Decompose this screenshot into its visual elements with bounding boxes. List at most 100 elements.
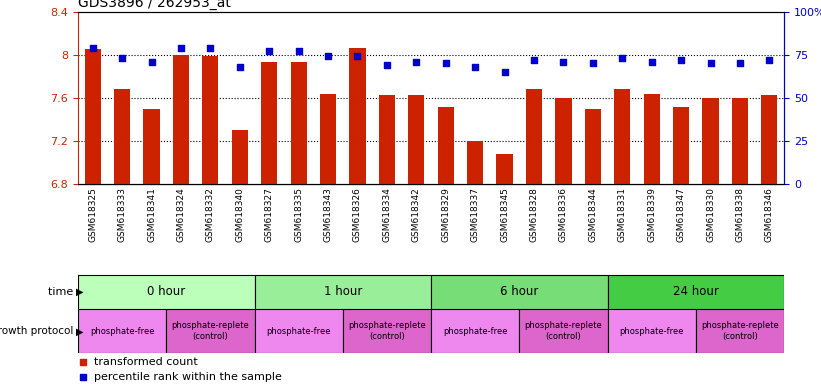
Text: GSM618340: GSM618340 — [236, 187, 245, 242]
Point — [557, 59, 570, 65]
Point — [733, 60, 746, 66]
Point — [616, 55, 629, 61]
Text: phosphate-free: phosphate-free — [443, 327, 507, 336]
Bar — [173, 55, 189, 184]
Text: ▶: ▶ — [76, 287, 84, 297]
Text: 6 hour: 6 hour — [500, 285, 539, 298]
Bar — [555, 98, 571, 184]
Point — [351, 53, 364, 60]
Point — [410, 59, 423, 65]
Point — [763, 57, 776, 63]
Text: GSM618325: GSM618325 — [88, 187, 97, 242]
Point — [322, 53, 335, 60]
Point — [116, 55, 129, 61]
Point — [204, 45, 217, 51]
Text: phosphate-replete
(control): phosphate-replete (control) — [701, 321, 779, 341]
Bar — [291, 62, 307, 184]
Bar — [431, 275, 608, 309]
Point — [704, 60, 717, 66]
Bar — [255, 275, 431, 309]
Bar — [78, 309, 166, 353]
Point — [292, 48, 305, 55]
Bar — [673, 107, 689, 184]
Text: phosphate-free: phosphate-free — [89, 327, 154, 336]
Bar — [255, 309, 343, 353]
Text: percentile rank within the sample: percentile rank within the sample — [94, 372, 282, 382]
Text: ▶: ▶ — [76, 326, 84, 336]
Bar — [732, 98, 748, 184]
Bar — [614, 89, 631, 184]
Text: time: time — [48, 287, 76, 297]
Bar — [608, 275, 784, 309]
Text: 1 hour: 1 hour — [323, 285, 362, 298]
Point — [469, 64, 482, 70]
Bar — [144, 109, 159, 184]
Bar — [761, 95, 777, 184]
Point — [263, 48, 276, 55]
Text: GSM618337: GSM618337 — [470, 187, 479, 242]
Bar — [497, 154, 512, 184]
Bar — [378, 95, 395, 184]
Bar — [519, 309, 608, 353]
Bar — [350, 48, 365, 184]
Text: transformed count: transformed count — [94, 357, 198, 367]
Text: GSM618346: GSM618346 — [765, 187, 774, 242]
Text: GSM618339: GSM618339 — [647, 187, 656, 242]
Bar — [467, 141, 484, 184]
Text: GSM618334: GSM618334 — [383, 187, 392, 242]
Bar — [343, 309, 431, 353]
Bar — [608, 309, 696, 353]
Point — [527, 57, 540, 63]
Text: GSM618326: GSM618326 — [353, 187, 362, 242]
Text: phosphate-replete
(control): phosphate-replete (control) — [172, 321, 250, 341]
Point — [498, 69, 511, 75]
Text: GSM618345: GSM618345 — [500, 187, 509, 242]
Point — [86, 45, 99, 51]
Bar — [261, 62, 277, 184]
Text: phosphate-free: phosphate-free — [619, 327, 684, 336]
Text: GSM618327: GSM618327 — [264, 187, 273, 242]
Text: 24 hour: 24 hour — [673, 285, 718, 298]
Point — [145, 59, 158, 65]
Text: GSM618344: GSM618344 — [589, 187, 598, 242]
Bar — [166, 309, 255, 353]
Text: GSM618328: GSM618328 — [530, 187, 539, 242]
Bar — [114, 89, 131, 184]
Bar — [320, 94, 336, 184]
Bar — [585, 109, 601, 184]
Bar — [202, 56, 218, 184]
Point — [645, 59, 658, 65]
Text: GSM618338: GSM618338 — [736, 187, 745, 242]
Text: GSM618335: GSM618335 — [294, 187, 303, 242]
Text: phosphate-replete
(control): phosphate-replete (control) — [348, 321, 426, 341]
Bar — [78, 275, 255, 309]
Bar — [438, 107, 454, 184]
Bar — [408, 95, 424, 184]
Text: GSM618341: GSM618341 — [147, 187, 156, 242]
Text: phosphate-free: phosphate-free — [266, 327, 331, 336]
Text: GSM618347: GSM618347 — [677, 187, 686, 242]
Point — [439, 60, 452, 66]
Text: GSM618331: GSM618331 — [617, 187, 626, 242]
Text: GSM618343: GSM618343 — [323, 187, 333, 242]
Point — [586, 60, 599, 66]
Text: 0 hour: 0 hour — [147, 285, 186, 298]
Text: GSM618324: GSM618324 — [177, 187, 186, 242]
Text: GSM618332: GSM618332 — [206, 187, 215, 242]
Text: growth protocol: growth protocol — [0, 326, 76, 336]
Text: GSM618333: GSM618333 — [117, 187, 126, 242]
Bar — [644, 94, 660, 184]
Point — [380, 62, 393, 68]
Text: phosphate-replete
(control): phosphate-replete (control) — [525, 321, 603, 341]
Text: GSM618329: GSM618329 — [441, 187, 450, 242]
Bar — [232, 130, 248, 184]
Text: GSM618330: GSM618330 — [706, 187, 715, 242]
Text: GSM618336: GSM618336 — [559, 187, 568, 242]
Point — [233, 64, 246, 70]
Text: GSM618342: GSM618342 — [412, 187, 421, 242]
Text: GDS3896 / 262953_at: GDS3896 / 262953_at — [78, 0, 231, 10]
Bar — [431, 309, 519, 353]
Point — [76, 374, 89, 380]
Bar — [703, 98, 718, 184]
Point — [174, 45, 187, 51]
